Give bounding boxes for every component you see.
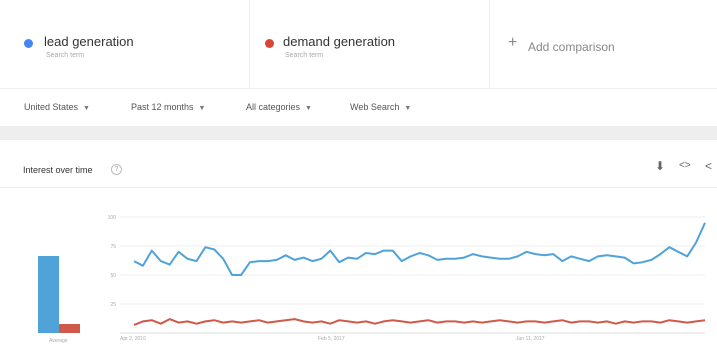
y-tick-label: 75 (110, 244, 116, 250)
filter-region[interactable]: United States ▼ (24, 102, 90, 112)
caret-down-icon: ▼ (404, 105, 412, 112)
caret-down-icon: ▼ (83, 105, 90, 112)
share-icon[interactable]: < (705, 159, 713, 173)
y-tick-label: 25 (110, 302, 116, 308)
x-tick-label: Jun 11, 2017 (516, 336, 545, 342)
term-name[interactable]: demand generation (283, 34, 396, 49)
search-terms-bar: lead generation Search term demand gener… (0, 0, 717, 88)
average-bar-lead-generation (38, 256, 59, 333)
caret-down-icon: ▼ (198, 105, 206, 112)
series-color-dot (24, 39, 33, 48)
term-card-lead-generation[interactable]: lead generation Search term (0, 0, 250, 88)
x-tick-label: Apr 2, 2016 (120, 336, 146, 342)
term-subtitle: Search term (46, 52, 85, 59)
filter-category[interactable]: All categories ▼ (246, 102, 312, 112)
caret-down-icon: ▼ (305, 105, 312, 112)
filter-label: All categories (246, 102, 301, 112)
panel-title: Interest over time (23, 165, 93, 175)
add-comparison-button[interactable]: + Add comparison (490, 0, 717, 88)
filter-label: Past 12 months (131, 102, 194, 112)
filter-label: Web Search (350, 102, 400, 112)
add-comparison-label: Add comparison (528, 40, 615, 54)
average-label: Average (49, 338, 68, 344)
panel-divider (0, 187, 717, 188)
series-line-lead-generation[interactable] (133, 222, 706, 276)
download-icon[interactable]: ⬇ (655, 159, 666, 173)
y-tick-label: 100 (108, 215, 117, 221)
filter-search-type[interactable]: Web Search ▼ (350, 102, 411, 112)
interest-line-chart: 100 75 50 25 Apr 2, 2016 Feb 5, 2017 Jun 11, 2… (108, 215, 706, 342)
filter-time-range[interactable]: Past 12 months ▼ (131, 102, 205, 112)
term-subtitle: Search term (285, 52, 324, 59)
embed-icon[interactable]: <> (679, 160, 691, 171)
x-tick-label: Feb 5, 2017 (318, 336, 345, 342)
y-tick-label: 50 (110, 273, 116, 279)
section-separator (0, 126, 717, 140)
series-line-demand-generation[interactable] (133, 318, 706, 326)
help-icon[interactable]: ? (111, 164, 122, 175)
average-bar-demand-generation (59, 323, 80, 333)
filters-bar: United States ▼ Past 12 months ▼ All categ… (0, 88, 717, 126)
term-name[interactable]: lead generation (44, 34, 134, 49)
plus-icon: + (508, 34, 518, 51)
filter-label: United States (24, 102, 79, 112)
series-color-dot (265, 39, 274, 48)
term-card-demand-generation[interactable]: demand generation Search term (250, 0, 490, 88)
interest-over-time-panel: Interest over time ? ⬇ <> < Average 100 7… (0, 140, 717, 344)
